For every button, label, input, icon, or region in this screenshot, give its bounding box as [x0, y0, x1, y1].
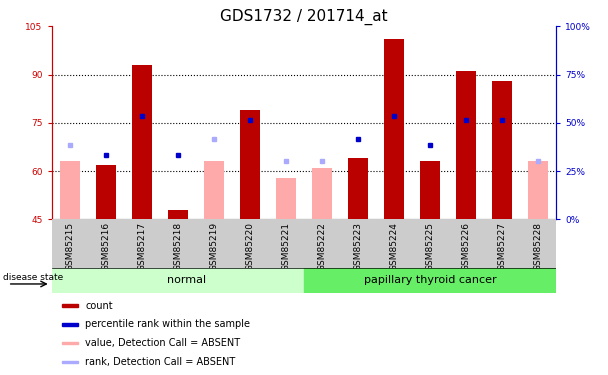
Bar: [62, 342, 78, 344]
Bar: [132, 65, 152, 219]
Bar: [348, 158, 368, 219]
Bar: [276, 177, 296, 219]
Bar: [124, 219, 160, 268]
Bar: [62, 361, 78, 363]
Text: rank, Detection Call = ABSENT: rank, Detection Call = ABSENT: [86, 357, 236, 367]
Text: count: count: [86, 301, 113, 310]
Bar: [196, 219, 232, 268]
Text: GSM85226: GSM85226: [461, 222, 471, 271]
Bar: [412, 219, 448, 268]
Text: GSM85224: GSM85224: [390, 222, 399, 271]
Text: GSM85228: GSM85228: [534, 222, 543, 271]
Text: GSM85223: GSM85223: [354, 222, 362, 271]
Text: disease state: disease state: [2, 273, 63, 282]
Bar: [268, 219, 304, 268]
Bar: [312, 168, 332, 219]
Text: GSM85220: GSM85220: [246, 222, 254, 271]
Bar: [492, 81, 512, 219]
Bar: [62, 304, 78, 307]
Bar: [88, 219, 124, 268]
Bar: [420, 161, 440, 219]
Bar: [520, 219, 556, 268]
Bar: [448, 219, 484, 268]
Bar: [52, 268, 304, 292]
Text: GSM85217: GSM85217: [137, 222, 147, 271]
Bar: [60, 161, 80, 219]
Text: GSM85225: GSM85225: [426, 222, 435, 271]
Title: GDS1732 / 201714_at: GDS1732 / 201714_at: [220, 9, 388, 25]
Text: GSM85222: GSM85222: [317, 222, 326, 271]
Text: GSM85215: GSM85215: [65, 222, 74, 271]
Text: GSM85218: GSM85218: [173, 222, 182, 271]
Bar: [62, 323, 78, 326]
Bar: [304, 268, 556, 292]
Text: value, Detection Call = ABSENT: value, Detection Call = ABSENT: [86, 338, 241, 348]
Text: percentile rank within the sample: percentile rank within the sample: [86, 320, 250, 329]
Text: GSM85216: GSM85216: [102, 222, 110, 271]
Bar: [304, 219, 340, 268]
Bar: [456, 71, 476, 219]
Text: GSM85219: GSM85219: [209, 222, 218, 271]
Bar: [484, 219, 520, 268]
Text: normal: normal: [167, 275, 206, 285]
Bar: [528, 161, 548, 219]
Bar: [232, 219, 268, 268]
Bar: [52, 219, 88, 268]
Bar: [160, 219, 196, 268]
Bar: [240, 110, 260, 219]
Text: GSM85227: GSM85227: [498, 222, 506, 271]
Bar: [168, 210, 188, 219]
Bar: [376, 219, 412, 268]
Text: papillary thyroid cancer: papillary thyroid cancer: [364, 275, 497, 285]
Bar: [204, 161, 224, 219]
Bar: [96, 165, 116, 219]
Bar: [340, 219, 376, 268]
Text: GSM85221: GSM85221: [282, 222, 291, 271]
Bar: [384, 39, 404, 219]
